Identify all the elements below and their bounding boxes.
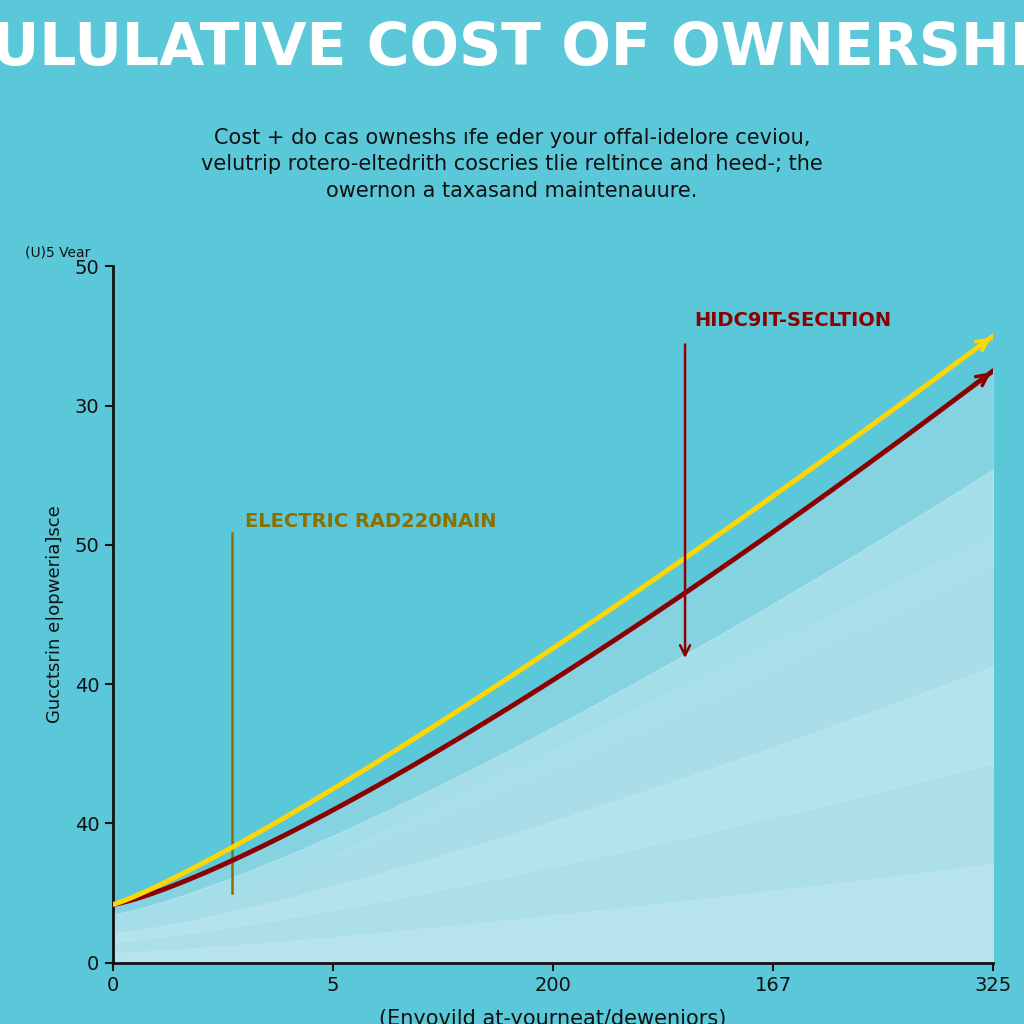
- Text: (U)5 Vear: (U)5 Vear: [25, 246, 90, 259]
- Text: Cost + do cas owneshs ıfe eder your offal-idelore ceviou,
velutrip rotero-eltedr: Cost + do cas owneshs ıfe eder your offa…: [201, 128, 823, 201]
- X-axis label: (Enyovild at-yourneat/deweniors): (Enyovild at-yourneat/deweniors): [379, 1009, 727, 1024]
- Text: CULULATIVE COST OF OWNERSHIP: CULULATIVE COST OF OWNERSHIP: [0, 19, 1024, 77]
- Y-axis label: Gucctsrin e|opweria]sce: Gucctsrin e|opweria]sce: [46, 506, 63, 723]
- Text: ELECTRIC RAD220NAIN: ELECTRIC RAD220NAIN: [245, 512, 497, 531]
- Text: HIDC9IT-SECLTION: HIDC9IT-SECLTION: [694, 311, 891, 330]
